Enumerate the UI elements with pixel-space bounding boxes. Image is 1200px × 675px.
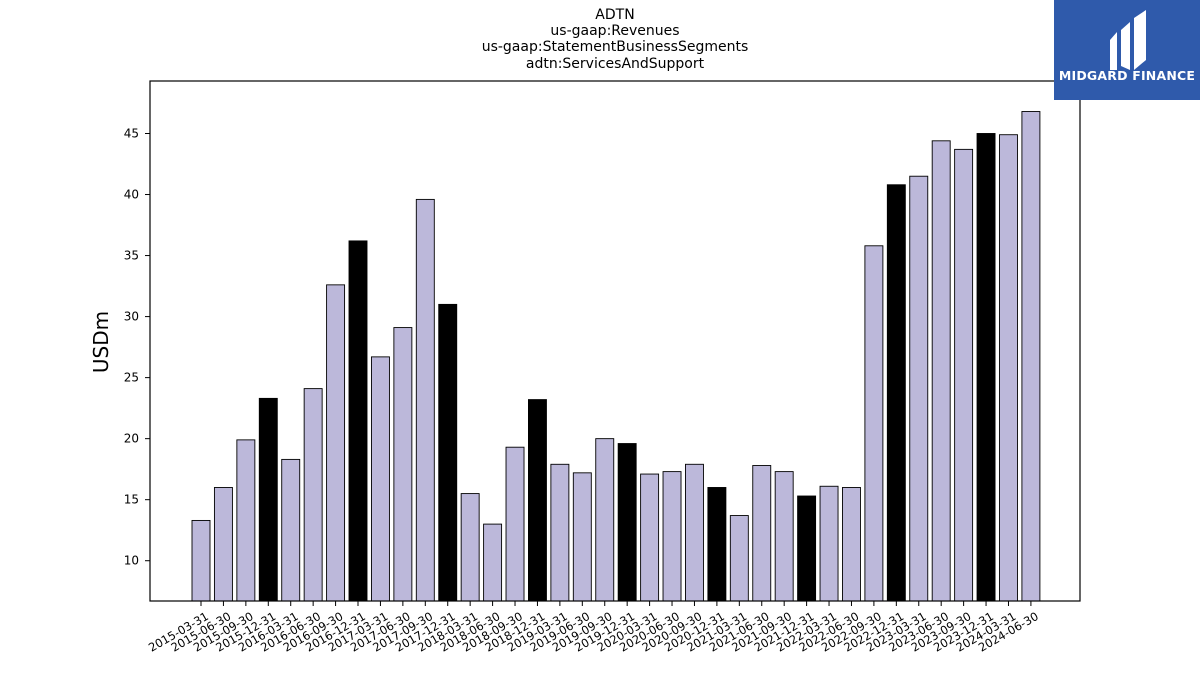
bar-2024-06-30 [1021,111,1041,602]
bar-2019-03-31 [550,463,570,602]
logo-text: MIDGARD FINANCE [1058,68,1196,83]
bar-2016-09-30 [326,284,346,602]
bar-2018-09-30 [505,446,525,602]
chart-subtitle-2: us-gaap:StatementBusinessSegments [481,39,749,55]
bar-2017-06-30 [393,327,413,602]
bar-2016-06-30 [303,388,323,602]
y-tick-label: 15 [124,493,139,507]
y-axis: 10 15 20 25 30 35 40 45 [124,126,150,568]
bar-2021-06-30 [752,465,772,602]
bar-2020-03-31 [640,473,660,602]
chart-subtitle-3: adtn:ServicesAndSupport [525,56,705,72]
bar-2021-09-30 [774,471,794,602]
y-axis-label: USDm [89,310,113,374]
plot-frame [149,80,1081,602]
bar-2023-09-30 [954,148,974,602]
y-tick-label: 45 [124,126,139,140]
bar-2019-06-30 [572,472,592,602]
bar-2015-12-31 [258,397,278,602]
bar-2016-12-31 [348,240,368,602]
bar-2023-06-30 [931,140,951,602]
y-tick-label: 25 [124,371,139,385]
bar-2021-03-31 [729,515,749,602]
bar-2020-12-31 [707,487,727,602]
bar-2017-03-31 [370,356,390,602]
logo-icon [1110,10,1146,70]
bar-2020-06-30 [662,471,682,602]
bar-2017-09-30 [415,198,435,602]
y-tick-label: 10 [124,554,139,568]
bar-series [191,111,1041,602]
bar-2019-12-31 [617,443,637,602]
y-tick-label: 35 [124,249,139,263]
bar-2022-09-30 [864,245,884,602]
bar-2015-03-31 [191,519,211,602]
bar-2015-09-30 [236,439,256,602]
bar-2022-12-31 [886,184,906,602]
x-axis: 2015-03-312015-06-302015-09-302015-12-31… [146,601,1041,655]
y-tick-label: 40 [124,188,139,202]
bar-2022-03-31 [819,485,839,602]
bar-2019-09-30 [595,438,615,602]
bar-2015-06-30 [213,487,233,602]
bar-2016-03-31 [281,458,301,602]
bar-2018-03-31 [460,493,480,602]
y-tick-label: 20 [124,432,139,446]
bar-2022-06-30 [842,487,861,602]
bar-2018-12-31 [528,399,547,602]
bar-2024-03-31 [999,134,1018,602]
chart-subtitle-1: us-gaap:Revenues [550,23,680,39]
chart-title: ADTN [595,7,635,23]
bar-2023-12-31 [976,133,996,602]
midgard-finance-logo: MIDGARD FINANCE [1054,0,1200,100]
bar-2023-03-31 [909,175,929,602]
bar-2021-12-31 [797,495,817,602]
bar-2018-06-30 [483,523,503,602]
bar-2020-09-30 [685,463,704,602]
y-tick-label: 30 [124,310,139,324]
bar-2017-12-31 [438,303,458,602]
